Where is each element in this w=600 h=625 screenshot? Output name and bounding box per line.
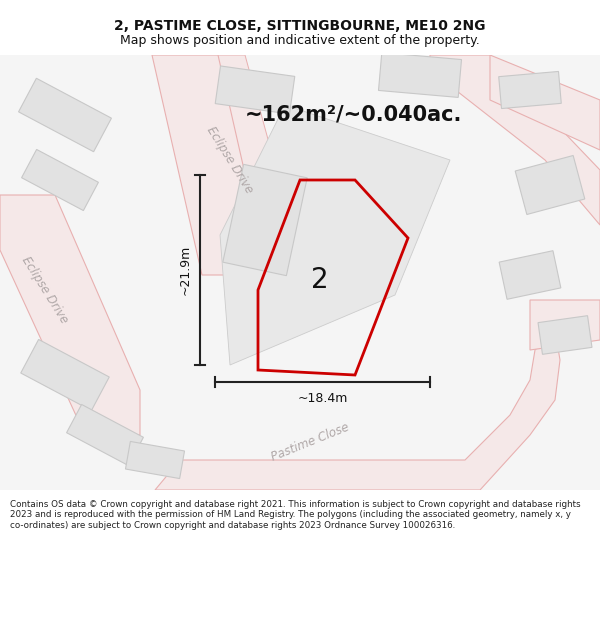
Text: 2: 2 bbox=[311, 266, 329, 294]
Polygon shape bbox=[220, 105, 450, 365]
Polygon shape bbox=[379, 52, 461, 98]
Polygon shape bbox=[530, 300, 600, 350]
Text: Contains OS data © Crown copyright and database right 2021. This information is : Contains OS data © Crown copyright and d… bbox=[10, 500, 581, 530]
Polygon shape bbox=[155, 55, 310, 255]
Polygon shape bbox=[499, 251, 561, 299]
Polygon shape bbox=[499, 71, 561, 109]
Text: Map shows position and indicative extent of the property.: Map shows position and indicative extent… bbox=[120, 34, 480, 48]
Polygon shape bbox=[155, 55, 300, 265]
Polygon shape bbox=[22, 149, 98, 211]
Polygon shape bbox=[515, 156, 585, 214]
Polygon shape bbox=[195, 55, 290, 255]
Text: ~162m²/~0.040ac.: ~162m²/~0.040ac. bbox=[245, 105, 463, 125]
Polygon shape bbox=[430, 55, 600, 225]
Text: Eclipse Drive: Eclipse Drive bbox=[204, 124, 256, 196]
Polygon shape bbox=[19, 78, 112, 152]
Text: Pastime Close: Pastime Close bbox=[269, 421, 351, 464]
Polygon shape bbox=[67, 404, 143, 466]
Polygon shape bbox=[223, 164, 307, 276]
Polygon shape bbox=[215, 66, 295, 114]
Text: ~18.4m: ~18.4m bbox=[298, 392, 347, 405]
Polygon shape bbox=[490, 55, 600, 150]
Polygon shape bbox=[155, 330, 560, 490]
Text: Eclipse Drive: Eclipse Drive bbox=[19, 254, 71, 326]
Polygon shape bbox=[152, 55, 268, 275]
Text: ~21.9m: ~21.9m bbox=[179, 245, 192, 295]
Polygon shape bbox=[0, 195, 140, 435]
Polygon shape bbox=[21, 339, 109, 411]
Polygon shape bbox=[538, 316, 592, 354]
Polygon shape bbox=[125, 441, 185, 479]
Polygon shape bbox=[0, 55, 600, 490]
Text: 2, PASTIME CLOSE, SITTINGBOURNE, ME10 2NG: 2, PASTIME CLOSE, SITTINGBOURNE, ME10 2N… bbox=[114, 19, 486, 32]
